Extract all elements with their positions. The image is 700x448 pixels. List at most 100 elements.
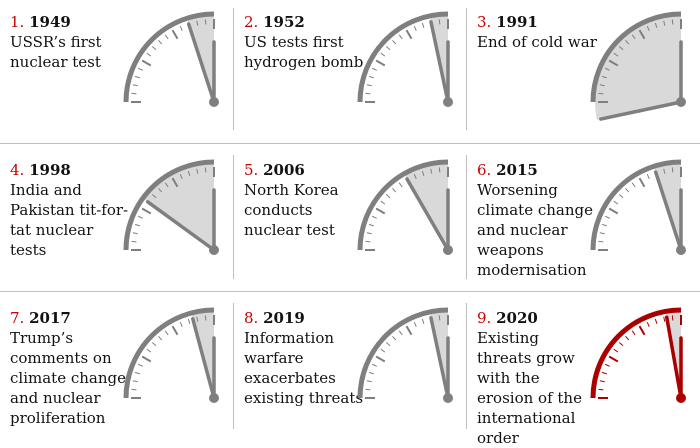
minute-tick	[663, 20, 666, 26]
panel-label: 4. 1998 India and Pakistan tit-for-tat n…	[10, 160, 130, 260]
doomsday-clock-gauge	[123, 159, 219, 255]
panel-description: Existing threats grow with the erosion o…	[477, 329, 582, 447]
column-divider	[466, 8, 467, 130]
minute-tick	[151, 342, 157, 347]
clock-panel: 3. 1991 End of cold war	[467, 0, 700, 146]
minute-tick	[187, 170, 191, 176]
minute-tick	[604, 215, 610, 219]
minute-tick	[131, 388, 137, 391]
panel-label: 8. 2019 Information warfare exacerbates …	[244, 308, 364, 408]
minute-tick	[599, 380, 605, 383]
panel-description: Worsening climate change and nuclear wea…	[477, 181, 593, 279]
minute-tick	[398, 34, 403, 40]
minute-tick	[380, 52, 386, 57]
doomsday-clock-gauge	[590, 11, 686, 121]
minute-tick	[671, 19, 674, 25]
panel-label: 3. 1991 End of cold war	[477, 12, 597, 52]
column-divider	[233, 303, 234, 429]
doomsday-clock-gauge	[357, 11, 453, 107]
doomsday-clock-gauge	[123, 307, 219, 403]
minute-tick	[158, 187, 163, 193]
clock-panel: 5. 2006 North Korea conducts nuclear tes…	[234, 148, 467, 294]
minute-tick	[604, 67, 610, 71]
time-hand	[191, 317, 216, 400]
minute-tick	[164, 182, 169, 188]
minute-tick	[638, 177, 646, 188]
panel-year: 2019	[263, 309, 305, 327]
column-divider	[466, 155, 467, 279]
minute-tick	[398, 182, 403, 188]
minute-tick	[671, 167, 674, 173]
minute-tick	[365, 240, 371, 243]
elapsed-sector	[144, 164, 214, 250]
time-hand	[405, 177, 450, 252]
minute-tick	[171, 177, 179, 188]
minute-tick	[405, 29, 413, 40]
minute-tick	[134, 371, 140, 375]
hand-pivot	[443, 245, 453, 255]
minute-tick	[625, 335, 630, 341]
clock-panel: 8. 2019 Information warfare exacerbates …	[234, 296, 467, 442]
clock-panel: 1. 1949 USSR’s first nuclear test	[0, 0, 233, 146]
panel-number: 2.	[244, 13, 259, 31]
minute-tick	[625, 39, 630, 45]
minute-tick	[151, 194, 157, 199]
panel-label: 1. 1949 USSR’s first nuclear test	[10, 12, 130, 72]
minute-tick	[421, 170, 425, 176]
column-divider	[233, 8, 234, 130]
doomsday-clock-gauge	[590, 159, 686, 255]
minute-tick	[179, 25, 183, 31]
minute-tick	[646, 173, 650, 179]
clock-rim	[357, 159, 449, 251]
minute-tick	[631, 182, 636, 188]
minute-tick	[654, 22, 658, 28]
panel-label: 7. 2017 Trump’s comments on climate chan…	[10, 308, 130, 428]
clock-rim	[123, 11, 215, 103]
hand-pivot	[443, 393, 453, 403]
clock-rim	[357, 307, 449, 399]
clock-panel: 2. 1952 US tests first hydrogen bomb	[234, 0, 467, 146]
minute-tick	[598, 92, 604, 95]
panel-year: 1949	[29, 13, 71, 31]
clock-rim	[357, 11, 449, 103]
time-hand	[653, 170, 683, 252]
minute-tick	[137, 363, 143, 367]
panel-description: US tests first hydrogen bomb	[244, 33, 364, 71]
time-hand	[599, 100, 683, 121]
minute-tick	[601, 75, 607, 79]
panel-year: 1991	[496, 13, 538, 31]
panel-number: 6.	[477, 161, 492, 179]
panel-number: 5.	[244, 161, 259, 179]
minute-tick	[368, 75, 374, 79]
panel-number: 1.	[10, 13, 25, 31]
elapsed-sector	[595, 16, 681, 120]
minute-tick	[421, 318, 425, 324]
minute-tick	[421, 22, 425, 28]
column-divider	[233, 155, 234, 279]
minute-tick	[164, 34, 169, 40]
hand-pivot	[676, 97, 686, 107]
minute-tick	[618, 342, 624, 347]
minute-tick	[625, 187, 630, 193]
minute-tick	[131, 92, 137, 95]
minute-tick	[646, 25, 650, 31]
minute-tick	[204, 167, 207, 173]
row-divider	[0, 143, 700, 144]
minute-tick	[405, 325, 413, 336]
minute-tick	[141, 59, 152, 67]
panel-label: 6. 2015 Worsening climate change and nuc…	[477, 160, 597, 280]
minute-tick	[631, 34, 636, 40]
minute-tick	[158, 39, 163, 45]
minute-tick	[392, 39, 397, 45]
minute-tick	[204, 315, 207, 321]
minute-tick	[164, 330, 169, 336]
hand-pivot	[443, 97, 453, 107]
hand-pivot	[676, 245, 686, 255]
minute-tick	[385, 46, 391, 51]
minute-tick	[608, 355, 619, 363]
minute-tick	[196, 168, 199, 174]
column-divider	[466, 303, 467, 429]
minute-tick	[366, 84, 372, 87]
panel-year: 2006	[263, 161, 305, 179]
minute-tick	[646, 321, 650, 327]
